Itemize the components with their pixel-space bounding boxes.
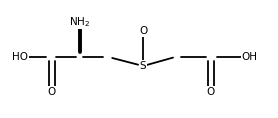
Text: OH: OH	[242, 52, 258, 62]
Text: NH$_2$: NH$_2$	[69, 15, 90, 29]
Text: O: O	[207, 87, 215, 97]
Text: O: O	[139, 26, 147, 36]
Text: O: O	[48, 87, 56, 97]
Text: S: S	[140, 61, 147, 71]
Text: HO: HO	[12, 52, 28, 62]
